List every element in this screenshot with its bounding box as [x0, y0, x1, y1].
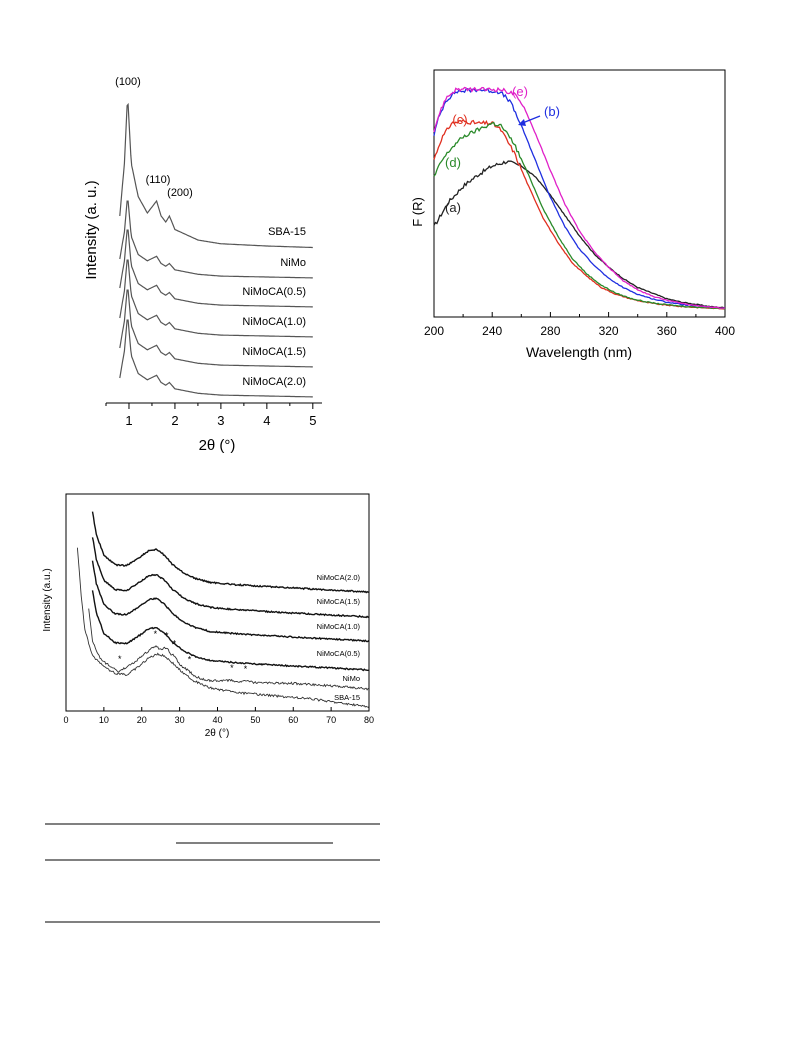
drs-series-label: (e): [512, 84, 528, 99]
waxs-chart: 0 10 20 30 40 50 60 70 80 NiMoCA(2.0) NiMoCA(1.5)…: [42, 493, 374, 739]
waxs-phase-marker: *: [154, 629, 158, 639]
drs-series-label: (c): [452, 112, 467, 127]
waxs-series-line: [91, 560, 370, 643]
saxs-series-label: SBA-15: [268, 226, 306, 238]
drs-x-tick-label: 320: [599, 324, 619, 338]
saxs-peak-label: (110): [146, 174, 171, 186]
saxs-x-tick-label: 5: [309, 413, 316, 428]
saxs-series-line: [119, 319, 313, 398]
drs-series-line: [433, 86, 726, 309]
drs-series-line: [433, 121, 726, 310]
waxs-phase-marker: *: [165, 630, 169, 640]
waxs-series-line: [91, 590, 369, 672]
waxs-phase-marker: *: [173, 638, 177, 648]
waxs-phase-marker: *: [230, 663, 234, 673]
drs-series-line: [433, 88, 726, 309]
table-rules: [45, 823, 380, 923]
waxs-x-axis-label: 2θ (°): [205, 728, 230, 739]
waxs-series-label: NiMoCA(1.5): [317, 597, 361, 606]
saxs-series-label: NiMo: [280, 257, 306, 269]
drs-x-tick-label: 280: [540, 324, 560, 338]
saxs-peak-label: (100): [115, 76, 141, 88]
saxs-series-line: [119, 102, 313, 249]
waxs-x-tick-label: 10: [99, 715, 109, 725]
saxs-series-line: [119, 289, 313, 368]
saxs-x-tick-label: 4: [263, 413, 270, 428]
waxs-series-line: [76, 547, 370, 709]
drs-series-label: (d): [445, 155, 461, 170]
saxs-x-tick-label: 3: [217, 413, 224, 428]
drs-y-axis-label: F (R): [410, 197, 425, 227]
waxs-y-axis-label: Intensity (a.u.): [42, 568, 53, 631]
saxs-series-line: [119, 259, 313, 338]
drs-x-tick-label: 360: [657, 324, 677, 338]
waxs-series-label: NiMoCA(2.0): [317, 573, 361, 582]
drs-plot-frame: [433, 69, 726, 318]
saxs-series-label: NiMoCA(1.5): [242, 346, 306, 358]
saxs-series-label: NiMoCA(2.0): [242, 376, 306, 388]
waxs-x-tick-label: 30: [175, 715, 185, 725]
waxs-x-tick-label: 20: [137, 715, 147, 725]
drs-b-pointer-arrowhead: [518, 119, 526, 126]
waxs-series-label: SBA-15: [334, 693, 360, 702]
drs-x-tick-label: 400: [715, 324, 735, 338]
waxs-phase-marker: *: [188, 654, 192, 664]
waxs-phase-marker: *: [244, 664, 248, 674]
waxs-series-line: [91, 511, 370, 594]
waxs-x-tick-label: 0: [63, 715, 68, 725]
waxs-series-line: [91, 537, 370, 619]
waxs-phase-marker: *: [118, 654, 122, 664]
waxs-series-line: [88, 608, 370, 691]
saxs-x-tick-label: 2: [171, 413, 178, 428]
waxs-series-label: NiMoCA(1.0): [317, 622, 361, 631]
drs-x-tick-label: 240: [482, 324, 502, 338]
drs-series-line: [433, 160, 726, 309]
drs-x-tick-label: 200: [424, 324, 444, 338]
saxs-x-tick-label: 1: [125, 413, 132, 428]
waxs-x-tick-label: 70: [326, 715, 336, 725]
drs-x-axis-label: Wavelength (nm): [526, 344, 632, 360]
waxs-series-label: NiMo: [342, 674, 360, 683]
drs-series-label: (a): [445, 200, 461, 215]
waxs-series-label: NiMoCA(0.5): [317, 649, 361, 658]
drs-series-line: [433, 118, 726, 310]
drs-chart: 200 240 280 320 360 400 (a) (b) (c) (d) (e) Wavel…: [410, 69, 735, 360]
waxs-x-tick-label: 50: [250, 715, 260, 725]
saxs-peak-label: (200): [167, 187, 193, 199]
waxs-x-tick-label: 40: [212, 715, 222, 725]
saxs-series-label: NiMoCA(1.0): [242, 316, 306, 328]
waxs-x-tick-label: 80: [364, 715, 374, 725]
saxs-series-label: NiMoCA(0.5): [242, 286, 306, 298]
drs-series-label: (b): [544, 104, 560, 119]
saxs-y-axis-label: Intensity (a. u.): [83, 180, 100, 279]
saxs-series-line: [119, 200, 313, 279]
saxs-x-axis-label: 2θ (°): [199, 437, 236, 454]
saxs-series-line: [119, 229, 313, 308]
saxs-chart: 1 2 3 4 5 SBA-15 NiMo NiMoCA(0.5) NiMoCA(1.0) Ni…: [83, 76, 322, 454]
waxs-x-tick-label: 60: [288, 715, 298, 725]
